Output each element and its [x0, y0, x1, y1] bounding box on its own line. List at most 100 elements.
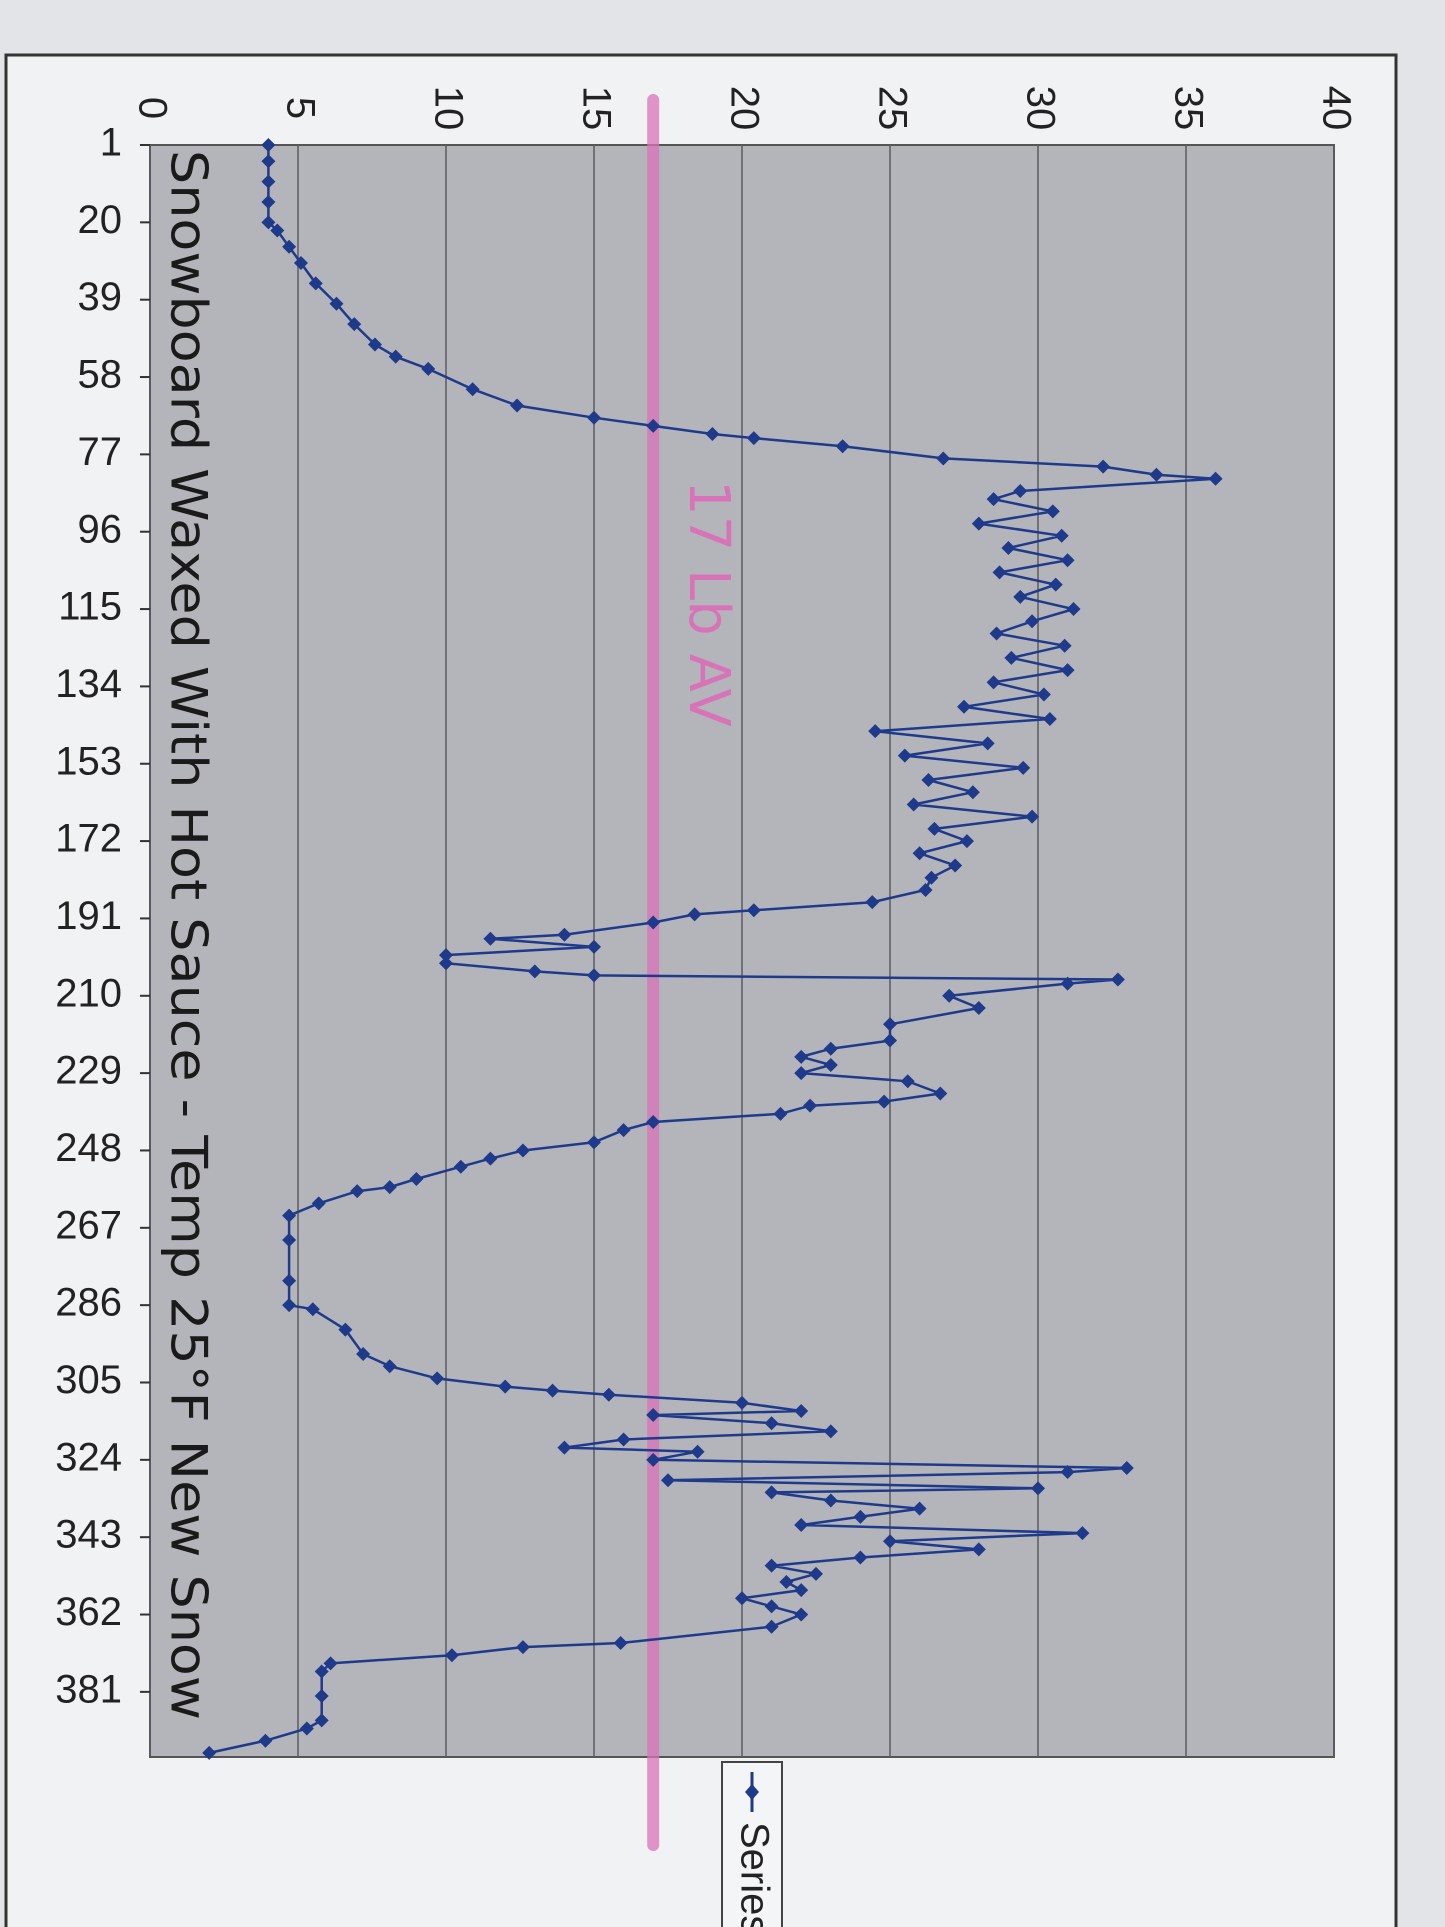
marker: [323, 1656, 338, 1671]
marker: [835, 439, 850, 454]
marker: [314, 1664, 329, 1679]
legend-label: Series1: [732, 1822, 776, 1927]
marker: [1057, 638, 1072, 653]
marker: [735, 1395, 749, 1410]
marker: [705, 427, 720, 442]
marker: [661, 1473, 675, 1488]
marker: [1013, 589, 1028, 604]
x-tick-label: 286: [55, 1281, 122, 1325]
marker: [282, 1233, 297, 1248]
x-tick-label: 172: [55, 817, 122, 861]
marker: [1066, 602, 1081, 617]
marker: [483, 931, 498, 946]
marker: [746, 903, 761, 918]
marker: [918, 882, 933, 897]
marker: [439, 956, 453, 971]
marker: [809, 1566, 823, 1581]
marker: [421, 361, 436, 376]
marker: [329, 296, 344, 311]
marker: [948, 858, 963, 873]
series: [202, 138, 1223, 1760]
y-tick-label: 10: [426, 86, 470, 131]
marker: [989, 626, 1004, 641]
x-tick-label: 191: [55, 894, 122, 938]
x-tick-label: 324: [55, 1435, 122, 1479]
marker: [270, 223, 285, 238]
legend: Series1: [721, 1761, 783, 1927]
labels: 0 5 10 15 20 25 30 35 40 1 20 39 58 77 96 115 134 153 172 1…: [55, 86, 1358, 1712]
marker: [971, 1542, 986, 1557]
reference-label: 17 Lb AV: [676, 480, 741, 727]
marker: [347, 317, 362, 332]
marker: [1016, 760, 1031, 775]
marker: [794, 1403, 809, 1418]
marker: [527, 964, 542, 979]
marker: [1208, 471, 1223, 486]
x-tick-label: 1: [100, 121, 122, 165]
marker: [986, 492, 1001, 507]
marker: [202, 1745, 217, 1760]
y-tick-label: 15: [574, 86, 618, 131]
marker: [646, 915, 661, 930]
marker: [261, 194, 276, 209]
legend-marker: [745, 1784, 759, 1800]
marker: [959, 834, 974, 849]
marker: [912, 846, 927, 861]
marker: [897, 748, 912, 763]
marker: [1119, 1460, 1134, 1475]
marker: [823, 1041, 838, 1056]
marker: [646, 1114, 661, 1129]
y-tick-label: 0: [130, 97, 174, 119]
marker: [942, 988, 957, 1003]
marker: [735, 1591, 749, 1606]
x-tick-label: 229: [55, 1049, 122, 1093]
marker: [613, 1636, 628, 1651]
y-tick-label: 30: [1018, 86, 1062, 131]
marker: [1060, 1465, 1075, 1480]
marker: [258, 1733, 273, 1748]
marker: [687, 907, 702, 922]
marker: [823, 1493, 838, 1508]
marker: [382, 1180, 397, 1195]
marker: [338, 1322, 353, 1337]
marker: [883, 1534, 897, 1549]
x-tick-label: 343: [55, 1513, 122, 1557]
marker: [314, 1713, 329, 1728]
marker: [1013, 484, 1028, 499]
marker: [794, 1607, 809, 1622]
marker: [646, 418, 661, 433]
marker: [877, 1094, 892, 1109]
x-tick-label: 96: [78, 507, 123, 551]
marker: [515, 1640, 530, 1655]
marker: [779, 1574, 794, 1589]
marker: [794, 1066, 809, 1081]
marker: [261, 174, 276, 189]
marker: [823, 1057, 838, 1072]
marker: [1001, 541, 1016, 555]
marker: [764, 1485, 779, 1500]
marker: [794, 1049, 809, 1064]
marker: [587, 1135, 601, 1150]
marker: [557, 927, 572, 942]
marker: [409, 1171, 424, 1186]
marker: [282, 1273, 297, 1288]
marker: [356, 1347, 371, 1361]
marker: [587, 968, 601, 983]
marker: [1036, 687, 1051, 702]
marker: [933, 1086, 948, 1101]
marker: [957, 699, 971, 714]
marker: [282, 1208, 297, 1223]
marker: [1149, 467, 1164, 482]
y-tick-label: 40: [1314, 86, 1358, 131]
marker: [980, 736, 995, 751]
annotation: Snowboard Waxed With Hot Sauce - Temp 25…: [160, 150, 218, 1720]
marker: [510, 398, 525, 413]
marker: [282, 1298, 297, 1313]
x-tick-label: 58: [78, 353, 123, 397]
marker: [350, 1184, 365, 1199]
y-tick-label: 25: [870, 86, 914, 131]
marker: [367, 337, 382, 352]
marker: [616, 1123, 631, 1138]
marker: [868, 724, 883, 739]
marker: [299, 1721, 314, 1736]
